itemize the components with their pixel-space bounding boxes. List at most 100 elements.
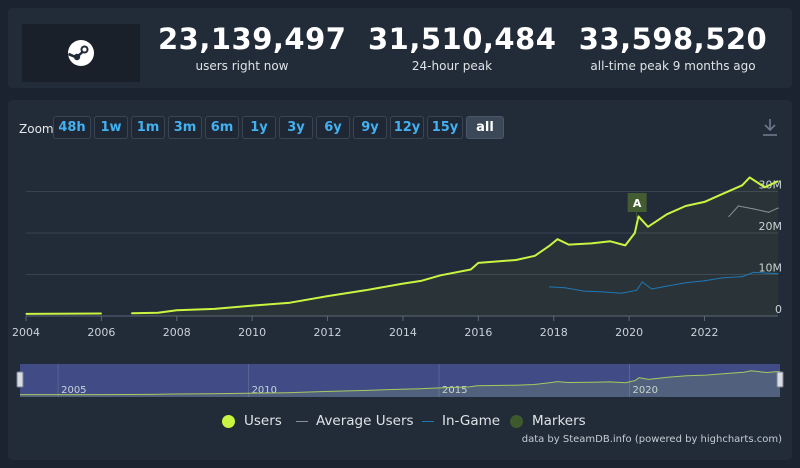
navigator-handle-left[interactable] bbox=[16, 371, 24, 388]
zoom-button-15y[interactable]: 15y bbox=[427, 116, 463, 139]
legend-label: Average Users bbox=[316, 413, 414, 429]
zoom-button-1m[interactable]: 1m bbox=[131, 116, 165, 139]
zoom-button-9y[interactable]: 9y bbox=[353, 116, 387, 139]
x-tick-label: 2006 bbox=[87, 326, 115, 339]
chart-markers: A bbox=[627, 193, 647, 220]
data-point bbox=[590, 242, 593, 244]
current-users-label: users right now bbox=[195, 59, 289, 73]
users-area bbox=[131, 177, 778, 316]
data-point bbox=[777, 207, 779, 209]
data-point bbox=[637, 215, 640, 217]
data-point bbox=[289, 302, 291, 304]
y-axis-labels: 010M20M30M bbox=[759, 179, 783, 317]
data-point bbox=[100, 312, 102, 315]
legend-item-in-game[interactable]: In-Game bbox=[422, 413, 500, 429]
zoom-button-all[interactable]: all bbox=[466, 116, 504, 139]
stats-panel: 23,139,497 users right now 31,510,484 24… bbox=[8, 8, 792, 88]
navigator[interactable]: 2005 2010 2015 2020 bbox=[16, 364, 784, 397]
data-point bbox=[568, 244, 570, 246]
stat-current-users: 23,139,497 users right now bbox=[158, 22, 347, 73]
data-point bbox=[768, 211, 770, 213]
data-point bbox=[728, 215, 730, 217]
navigator-series bbox=[20, 370, 781, 396]
legend-swatch bbox=[222, 414, 235, 428]
steam-logo bbox=[22, 24, 140, 82]
x-tick-label: 2014 bbox=[389, 326, 417, 339]
marker-label: A bbox=[633, 197, 642, 210]
data-point bbox=[634, 232, 636, 234]
peak-24h-label: 24-hour peak bbox=[411, 59, 493, 73]
data-point bbox=[564, 287, 566, 289]
zoom-button-12y[interactable]: 12y bbox=[390, 116, 424, 139]
zoom-button-6m[interactable]: 6m bbox=[205, 116, 239, 139]
x-tick-label: 2010 bbox=[238, 326, 266, 339]
data-point bbox=[752, 208, 755, 210]
x-tick-label: 2004 bbox=[12, 326, 40, 339]
x-axis-labels: 2004 2006 2008 2010 2012 2014 2016 2018 2020 2022 bbox=[12, 326, 718, 339]
peak-24h-value: 31,510,484 bbox=[368, 22, 557, 56]
data-point bbox=[685, 205, 687, 207]
navigator-mask bbox=[20, 364, 780, 397]
zoom-label: Zoom bbox=[19, 122, 54, 136]
data-point bbox=[477, 262, 479, 264]
legend-item-average-users[interactable]: Average Users bbox=[296, 413, 414, 429]
legend-item-users[interactable]: Users bbox=[222, 413, 282, 429]
data-point bbox=[722, 277, 724, 279]
y-tick-label: 20M bbox=[759, 220, 783, 233]
alltime-peak-value: 33,598,520 bbox=[578, 22, 768, 56]
zoom-button-48h[interactable]: 48h bbox=[53, 116, 91, 139]
zoom-button-1y[interactable]: 1y bbox=[242, 116, 276, 139]
zoom-button-3m[interactable]: 3m bbox=[168, 116, 202, 139]
marker-flag[interactable]: A bbox=[627, 193, 647, 220]
zoom-button-3y[interactable]: 3y bbox=[279, 116, 313, 139]
data-point bbox=[641, 281, 643, 283]
data-point bbox=[741, 276, 743, 278]
data-point bbox=[440, 274, 442, 276]
data-point bbox=[741, 184, 743, 186]
legend-label: In-Game bbox=[442, 413, 501, 429]
chart-series bbox=[25, 176, 779, 316]
stat-24h-peak: 31,510,484 24-hour peak bbox=[368, 22, 557, 73]
data-point bbox=[752, 271, 755, 273]
y-tick-label: 0 bbox=[775, 303, 782, 316]
data-point bbox=[602, 291, 604, 293]
stat-alltime-peak: 33,598,520 all-time peak 9 months ago bbox=[578, 22, 768, 73]
data-point bbox=[651, 288, 653, 290]
series-line-users[interactable] bbox=[131, 176, 779, 315]
legend-swatch bbox=[510, 414, 523, 428]
marker-box bbox=[627, 193, 647, 212]
data-point bbox=[737, 205, 740, 207]
data-point bbox=[777, 273, 779, 275]
data-point bbox=[549, 244, 551, 246]
navigator-tick-label: 2005 bbox=[61, 385, 86, 396]
data-point bbox=[647, 226, 649, 228]
data-point bbox=[703, 201, 706, 203]
x-tick-label: 2012 bbox=[314, 326, 342, 339]
y-tick-label: 10M bbox=[759, 262, 783, 275]
chart-legend: Users Average Users In-Game Markers bbox=[8, 410, 792, 434]
zoom-button-1w[interactable]: 1w bbox=[94, 116, 128, 139]
data-point bbox=[470, 268, 472, 271]
legend-label: Markers bbox=[532, 413, 586, 429]
data-point bbox=[421, 280, 423, 282]
current-users-value: 23,139,497 bbox=[158, 22, 347, 56]
navigator-handle-right[interactable] bbox=[776, 371, 784, 388]
data-point bbox=[25, 313, 27, 315]
x-tick-label: 2008 bbox=[163, 326, 191, 339]
navigator-area bbox=[20, 370, 780, 397]
data-point bbox=[364, 289, 366, 291]
data-point bbox=[624, 244, 626, 246]
chart-plot[interactable]: 010M20M30M 20042006200820102012201420162… bbox=[8, 100, 792, 400]
x-tick-label: 2020 bbox=[615, 326, 643, 339]
steam-icon bbox=[67, 40, 94, 66]
data-point bbox=[621, 292, 623, 294]
chart-credits[interactable]: data by SteamDB.info (powered by highcha… bbox=[521, 434, 782, 445]
data-point bbox=[685, 282, 687, 284]
download-icon[interactable] bbox=[760, 116, 780, 138]
zoom-button-6y[interactable]: 6y bbox=[316, 116, 350, 139]
legend-item-markers[interactable]: Markers bbox=[510, 413, 586, 429]
data-point bbox=[327, 295, 329, 297]
data-point bbox=[666, 213, 668, 215]
data-point bbox=[213, 308, 216, 310]
